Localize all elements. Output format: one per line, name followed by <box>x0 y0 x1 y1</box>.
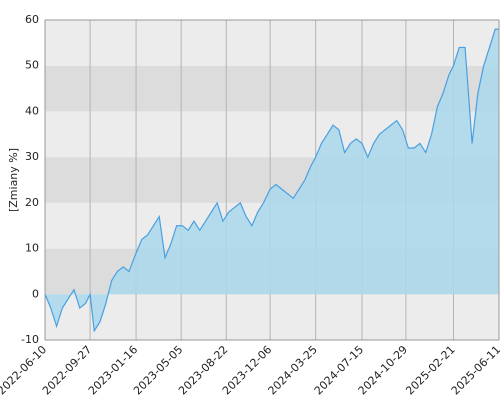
y-tick-label: 10 <box>25 242 39 255</box>
background-band <box>45 20 499 66</box>
plot-frame <box>44 19 500 341</box>
line <box>44 28 499 333</box>
y-tick-label: 60 <box>25 13 39 26</box>
background-band <box>45 294 499 340</box>
y-tick-label: 50 <box>25 59 39 72</box>
y-tick-label: 30 <box>25 150 39 163</box>
y-axis-label: [Zmiany %] <box>7 148 20 212</box>
y-tick-label: 20 <box>25 196 39 209</box>
background-band <box>45 65 499 112</box>
y-tick-label: 0 <box>32 287 39 300</box>
area <box>45 29 499 331</box>
y-tick-label: -10 <box>21 333 39 346</box>
y-tick-label: 40 <box>25 104 39 117</box>
